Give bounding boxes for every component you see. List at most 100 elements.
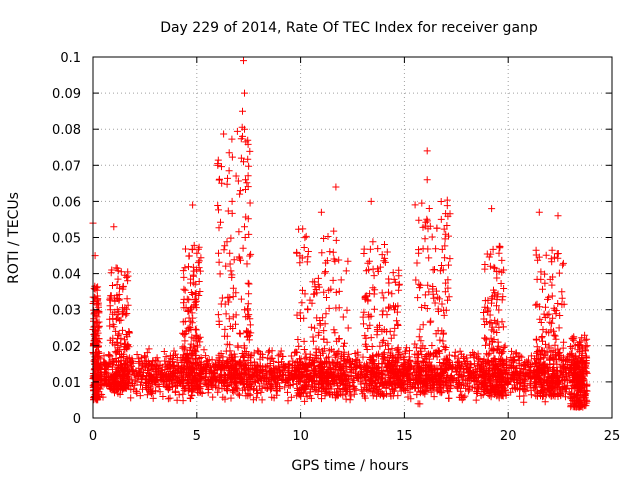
data-point bbox=[258, 396, 266, 404]
data-point bbox=[456, 365, 464, 373]
data-point bbox=[557, 369, 565, 377]
data-point bbox=[526, 367, 534, 374]
data-point bbox=[341, 384, 349, 392]
data-point bbox=[218, 385, 226, 393]
data-point bbox=[530, 384, 538, 392]
data-point bbox=[257, 388, 265, 396]
data-point bbox=[203, 357, 211, 365]
data-point bbox=[340, 342, 347, 350]
data-point bbox=[129, 380, 136, 388]
data-point bbox=[321, 358, 329, 366]
y-tick-label: 0.04 bbox=[52, 268, 81, 283]
data-point bbox=[161, 357, 169, 365]
data-point bbox=[352, 355, 360, 363]
data-point bbox=[466, 351, 474, 359]
y-tick-label: 0.07 bbox=[52, 159, 81, 174]
data-point bbox=[527, 352, 535, 360]
data-point bbox=[405, 353, 413, 361]
data-point bbox=[284, 388, 291, 396]
data-point bbox=[477, 392, 485, 400]
data-point bbox=[159, 380, 167, 388]
data-point bbox=[269, 376, 277, 384]
data-point bbox=[516, 392, 524, 400]
data-point bbox=[166, 352, 174, 360]
data-point bbox=[253, 386, 260, 394]
data-point bbox=[164, 395, 172, 403]
data-point bbox=[474, 357, 482, 365]
data-point bbox=[345, 382, 353, 390]
data-point bbox=[349, 383, 357, 391]
data-point bbox=[464, 375, 472, 383]
data-point bbox=[139, 372, 147, 379]
data-point bbox=[522, 387, 530, 395]
data-point bbox=[250, 358, 258, 366]
data-point bbox=[516, 352, 524, 360]
data-point bbox=[421, 354, 429, 362]
data-point bbox=[205, 386, 213, 393]
x-tick-label: 20 bbox=[500, 429, 517, 444]
data-point bbox=[188, 391, 195, 399]
data-point bbox=[563, 355, 571, 363]
data-point bbox=[464, 387, 472, 395]
data-point bbox=[195, 355, 203, 362]
data-point bbox=[236, 391, 243, 399]
data-point bbox=[472, 396, 480, 404]
data-points bbox=[89, 57, 591, 411]
data-point bbox=[211, 382, 219, 390]
data-point bbox=[229, 386, 237, 394]
data-point bbox=[379, 355, 387, 363]
y-tick-label: 0 bbox=[73, 412, 81, 427]
data-point bbox=[348, 364, 356, 371]
data-point bbox=[311, 365, 319, 373]
data-point bbox=[133, 351, 141, 358]
data-point bbox=[254, 389, 262, 397]
data-point bbox=[171, 388, 179, 396]
data-point bbox=[331, 351, 339, 359]
data-point bbox=[531, 383, 539, 391]
data-point bbox=[504, 378, 512, 386]
x-axis-title: GPS time / hours bbox=[291, 458, 408, 474]
data-point bbox=[456, 347, 464, 355]
data-point bbox=[404, 381, 411, 388]
data-point bbox=[454, 384, 462, 392]
data-point bbox=[171, 366, 179, 374]
data-point bbox=[143, 391, 151, 399]
data-point bbox=[356, 364, 364, 371]
data-point bbox=[268, 347, 276, 355]
data-point bbox=[354, 372, 362, 380]
data-point bbox=[535, 360, 543, 368]
data-point bbox=[460, 353, 468, 361]
data-point bbox=[128, 362, 136, 370]
data-point bbox=[507, 388, 515, 396]
data-point bbox=[375, 382, 383, 390]
data-point bbox=[342, 395, 350, 403]
data-point bbox=[470, 368, 477, 376]
data-point bbox=[357, 362, 365, 370]
y-tick-label: 0.02 bbox=[52, 340, 81, 355]
data-point bbox=[458, 372, 466, 380]
data-point bbox=[285, 381, 293, 389]
data-point bbox=[477, 367, 485, 375]
data-point bbox=[261, 363, 269, 371]
data-point bbox=[335, 366, 343, 374]
data-point bbox=[227, 394, 235, 402]
data-point bbox=[256, 355, 264, 363]
data-point bbox=[473, 387, 481, 395]
data-point bbox=[503, 355, 511, 363]
data-point bbox=[454, 354, 462, 362]
data-point bbox=[345, 373, 353, 381]
data-point bbox=[523, 384, 531, 392]
data-point bbox=[520, 398, 528, 406]
data-point bbox=[163, 363, 171, 371]
data-point bbox=[414, 400, 422, 408]
data-point bbox=[255, 348, 263, 356]
data-point bbox=[128, 366, 136, 374]
data-point bbox=[467, 361, 475, 369]
data-point bbox=[137, 381, 144, 389]
data-point bbox=[404, 393, 412, 401]
data-point bbox=[135, 355, 143, 363]
data-point bbox=[267, 386, 275, 394]
data-point bbox=[104, 363, 112, 371]
data-point bbox=[233, 385, 241, 393]
